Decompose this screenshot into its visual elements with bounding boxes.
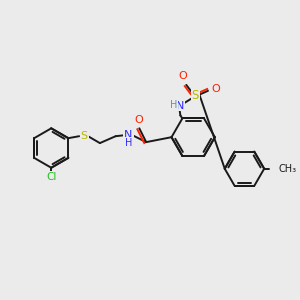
Text: S: S [191,89,199,102]
Text: Cl: Cl [46,172,56,182]
Text: N: N [124,130,133,140]
Text: N: N [176,100,184,111]
Text: O: O [212,84,220,94]
Text: H: H [125,138,132,148]
Text: O: O [134,116,143,125]
Text: CH₃: CH₃ [279,164,297,174]
Text: H: H [170,100,177,110]
Text: O: O [178,71,187,81]
Text: S: S [80,131,88,141]
